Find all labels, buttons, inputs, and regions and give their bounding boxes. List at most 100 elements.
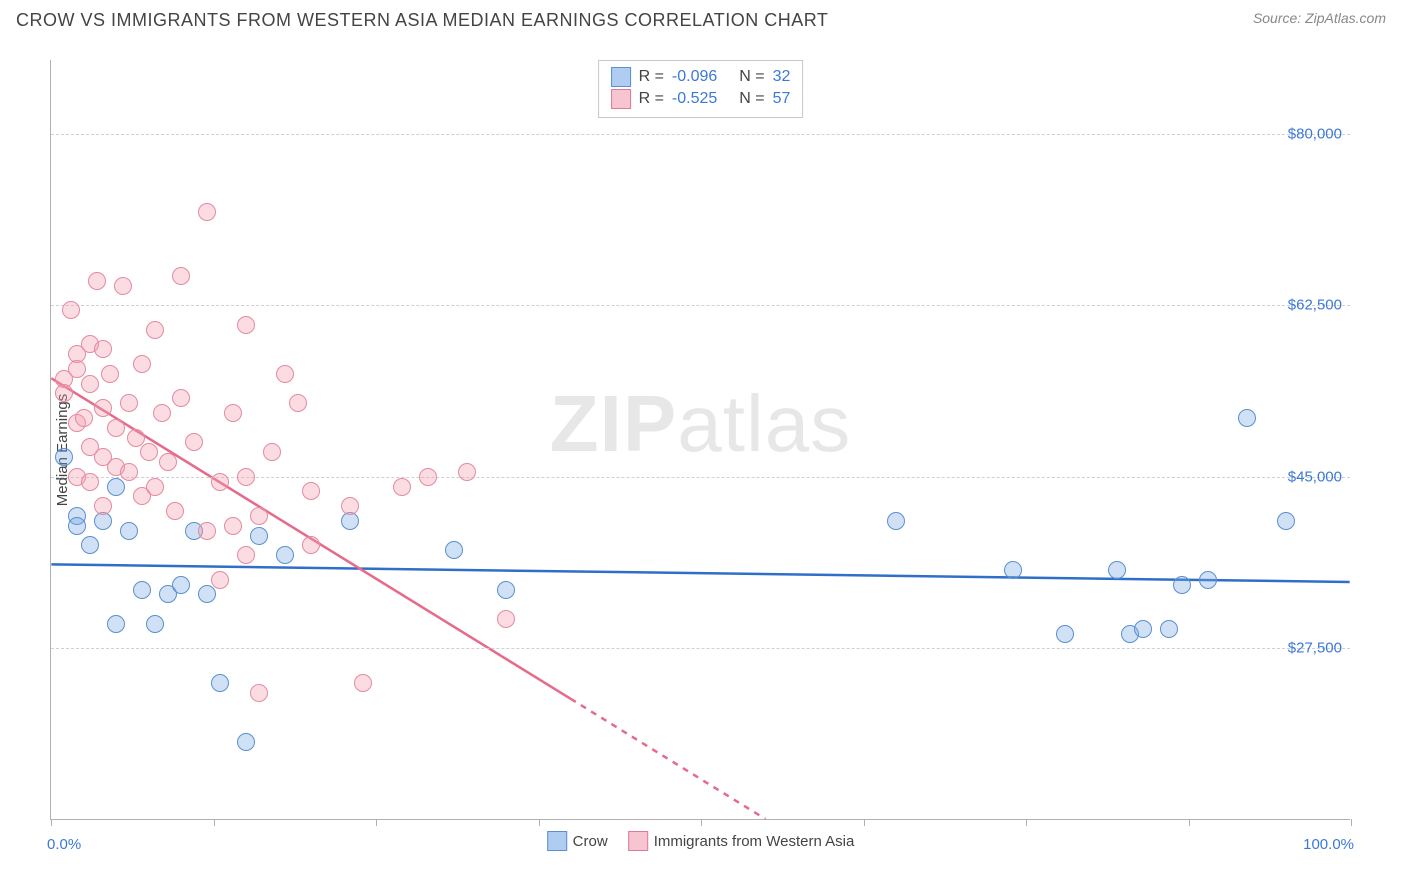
- data-point: [1134, 620, 1152, 638]
- data-point: [276, 365, 294, 383]
- data-point: [172, 389, 190, 407]
- data-point: [94, 399, 112, 417]
- series-swatch: [611, 67, 631, 87]
- data-point: [153, 404, 171, 422]
- x-tick: [1026, 819, 1027, 826]
- data-point: [250, 684, 268, 702]
- stat-r-value: -0.096: [672, 68, 717, 86]
- y-tick-label: $62,500: [1288, 297, 1342, 314]
- legend-label: Immigrants from Western Asia: [654, 833, 855, 850]
- series-swatch: [611, 89, 631, 109]
- data-point: [1108, 561, 1126, 579]
- data-point: [419, 468, 437, 486]
- data-point: [198, 522, 216, 540]
- chart-container: Median Earnings ZIPatlas R =-0.096N =32R…: [0, 40, 1406, 860]
- legend-label: Crow: [573, 833, 608, 850]
- legend-item: Immigrants from Western Asia: [628, 831, 855, 851]
- data-point: [68, 517, 86, 535]
- stats-row: R =-0.525N =57: [611, 89, 791, 109]
- x-tick: [1351, 819, 1352, 826]
- data-point: [133, 355, 151, 373]
- data-point: [81, 473, 99, 491]
- y-tick-label: $45,000: [1288, 468, 1342, 485]
- stat-r-label: R =: [639, 68, 664, 86]
- data-point: [1004, 561, 1022, 579]
- stat-r-value: -0.525: [672, 90, 717, 108]
- data-point: [276, 546, 294, 564]
- data-point: [237, 546, 255, 564]
- watermark: ZIPatlas: [550, 378, 851, 470]
- data-point: [55, 384, 73, 402]
- stat-n-value: 57: [773, 90, 791, 108]
- x-tick: [864, 819, 865, 826]
- data-point: [55, 448, 73, 466]
- x-tick: [1189, 819, 1190, 826]
- data-point: [263, 443, 281, 461]
- trend-line: [51, 564, 1349, 582]
- x-tick: [214, 819, 215, 826]
- data-point: [237, 316, 255, 334]
- data-point: [237, 468, 255, 486]
- data-point: [159, 453, 177, 471]
- gridline: [51, 134, 1350, 135]
- stats-legend: R =-0.096N =32R =-0.525N =57: [598, 60, 804, 118]
- data-point: [166, 502, 184, 520]
- data-point: [302, 482, 320, 500]
- data-point: [1160, 620, 1178, 638]
- data-point: [211, 571, 229, 589]
- x-axis-min-label: 0.0%: [47, 836, 81, 853]
- data-point: [146, 478, 164, 496]
- data-point: [114, 277, 132, 295]
- data-point: [289, 394, 307, 412]
- data-point: [120, 522, 138, 540]
- series-swatch: [628, 831, 648, 851]
- x-tick: [701, 819, 702, 826]
- data-point: [497, 581, 515, 599]
- data-point: [198, 203, 216, 221]
- data-point: [172, 267, 190, 285]
- data-point: [198, 585, 216, 603]
- gridline: [51, 305, 1350, 306]
- data-point: [101, 365, 119, 383]
- data-point: [224, 517, 242, 535]
- data-point: [94, 340, 112, 358]
- gridline: [51, 648, 1350, 649]
- stat-n-label: N =: [739, 68, 764, 86]
- data-point: [1199, 571, 1217, 589]
- trend-lines: [51, 60, 1350, 819]
- data-point: [302, 536, 320, 554]
- data-point: [107, 478, 125, 496]
- source-attribution: Source: ZipAtlas.com: [1253, 10, 1386, 26]
- data-point: [393, 478, 411, 496]
- x-tick: [376, 819, 377, 826]
- stats-row: R =-0.096N =32: [611, 67, 791, 87]
- data-point: [68, 360, 86, 378]
- data-point: [445, 541, 463, 559]
- data-point: [211, 473, 229, 491]
- data-point: [458, 463, 476, 481]
- data-point: [354, 674, 372, 692]
- series-legend: Crow Immigrants from Western Asia: [547, 831, 855, 851]
- y-tick-label: $80,000: [1288, 125, 1342, 142]
- x-tick: [51, 819, 52, 826]
- x-axis-max-label: 100.0%: [1303, 836, 1354, 853]
- data-point: [133, 581, 151, 599]
- data-point: [887, 512, 905, 530]
- data-point: [88, 272, 106, 290]
- chart-title: CROW VS IMMIGRANTS FROM WESTERN ASIA MED…: [16, 10, 828, 31]
- data-point: [75, 409, 93, 427]
- x-tick: [539, 819, 540, 826]
- data-point: [1238, 409, 1256, 427]
- plot-area: ZIPatlas R =-0.096N =32R =-0.525N =57 Cr…: [50, 60, 1350, 820]
- y-tick-label: $27,500: [1288, 640, 1342, 657]
- data-point: [185, 433, 203, 451]
- data-point: [62, 301, 80, 319]
- data-point: [1056, 625, 1074, 643]
- series-swatch: [547, 831, 567, 851]
- data-point: [140, 443, 158, 461]
- stat-n-label: N =: [739, 90, 764, 108]
- trend-line: [571, 699, 766, 819]
- data-point: [107, 419, 125, 437]
- data-point: [341, 497, 359, 515]
- data-point: [120, 463, 138, 481]
